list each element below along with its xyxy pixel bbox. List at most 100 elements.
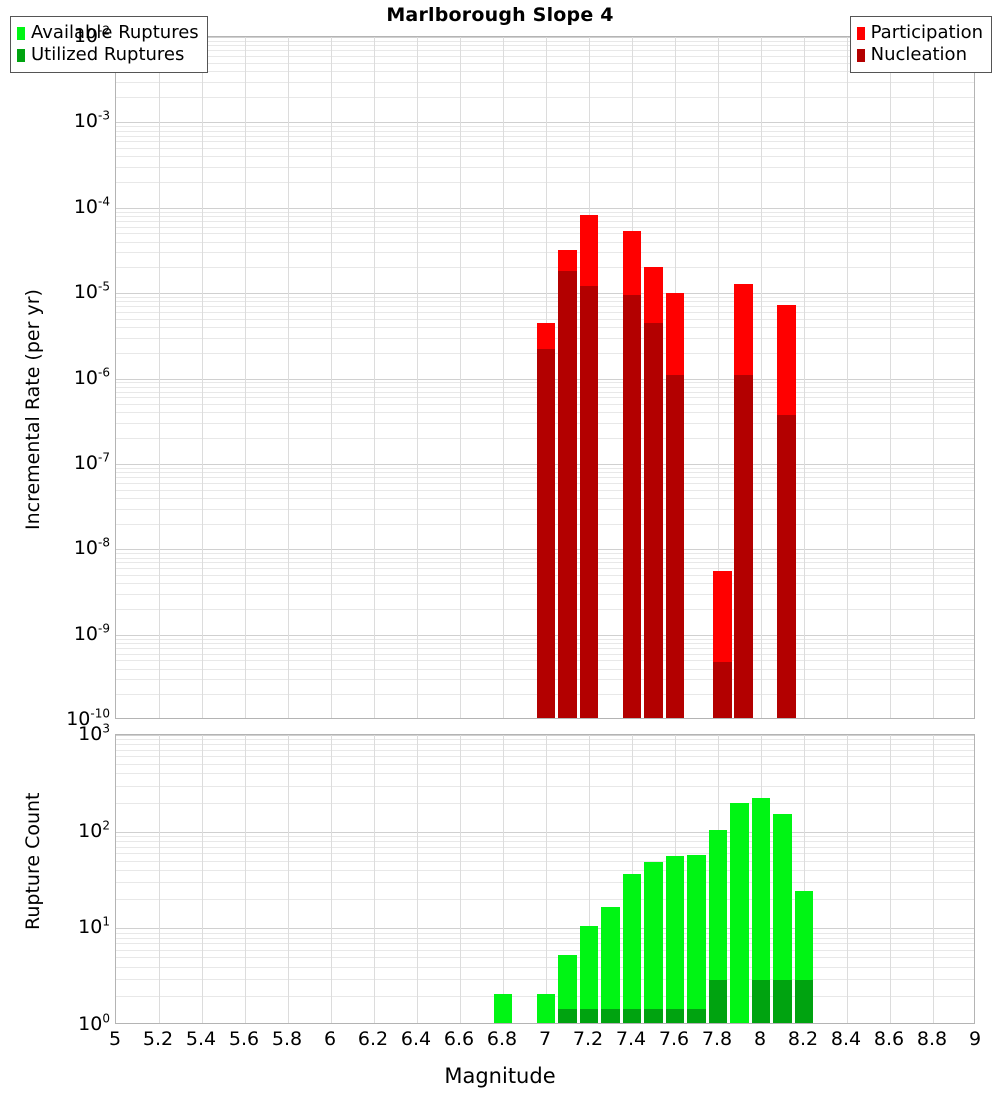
gridline-vertical <box>546 735 547 1023</box>
gridline-minor <box>116 744 974 746</box>
x-tick-label: 7.4 <box>615 1028 647 1050</box>
gridline-minor <box>116 156 974 158</box>
available-segment <box>601 906 620 1009</box>
legend-swatch-icon <box>17 48 25 62</box>
top-y-axis-title: Incremental Rate (per yr) <box>22 289 44 530</box>
gridline-vertical <box>933 735 934 1023</box>
gridline-vertical <box>417 37 418 718</box>
utilized-segment <box>601 1009 620 1023</box>
gridline-vertical <box>331 37 332 718</box>
bottom-plot-area <box>116 735 974 1023</box>
bar-bottom <box>687 854 706 1023</box>
x-tick-label: 5.8 <box>271 1028 303 1050</box>
available-segment <box>773 813 792 980</box>
x-tick-label: 5.6 <box>228 1028 260 1050</box>
x-tick-label: 5.4 <box>185 1028 217 1050</box>
gridline-minor <box>116 141 974 143</box>
nucleation-segment <box>777 415 797 718</box>
gridline-minor <box>116 216 974 218</box>
x-tick-label: 6.6 <box>443 1028 475 1050</box>
nucleation-segment <box>712 662 732 718</box>
bar-top <box>777 305 797 718</box>
legend-label: Utilized Ruptures <box>31 44 185 65</box>
bar-bottom <box>708 830 728 1023</box>
available-segment <box>644 862 663 1009</box>
bar-bottom <box>665 855 685 1023</box>
utilized-segment <box>751 979 771 1023</box>
available-segment <box>558 955 577 1009</box>
bar-bottom <box>493 993 513 1023</box>
gridline-minor <box>116 785 974 787</box>
bar-bottom <box>644 862 663 1023</box>
utilized-segment <box>687 1009 706 1023</box>
available-segment <box>794 891 814 980</box>
gridline-minor <box>116 836 974 838</box>
utilized-segment <box>794 979 814 1023</box>
legend-swatch-icon <box>856 48 865 62</box>
gridline-vertical <box>804 735 805 1023</box>
gridline-minor <box>116 45 974 47</box>
y-tick-label: 10-3 <box>73 109 110 133</box>
bar-bottom <box>622 873 642 1023</box>
participation-segment <box>777 305 797 416</box>
legend-entry: Utilized Ruptures <box>17 44 199 66</box>
gridline-major <box>116 207 974 209</box>
utilized-segment <box>622 1009 642 1023</box>
bar-top <box>558 250 577 718</box>
gridline-minor <box>116 62 974 64</box>
gridline-minor <box>116 267 974 269</box>
gridline-vertical <box>589 735 590 1023</box>
gridline-vertical <box>374 735 375 1023</box>
y-tick-label: 10-5 <box>73 279 110 304</box>
gridline-minor <box>116 841 974 843</box>
y-tick-label: 10-10 <box>66 706 110 730</box>
x-axis-title: Magnitude <box>444 1064 556 1088</box>
gridline-vertical <box>331 735 332 1023</box>
gridline-minor <box>116 846 974 848</box>
utilized-segment <box>773 979 792 1023</box>
gridline-vertical <box>288 735 289 1023</box>
legend-label: Participation <box>870 22 983 43</box>
y-tick-label: 10-7 <box>73 450 110 474</box>
bar-bottom <box>751 797 771 1023</box>
available-segment <box>622 873 642 1009</box>
bar-top <box>622 231 642 718</box>
nucleation-segment <box>665 374 685 718</box>
gridline-minor <box>116 220 974 222</box>
gridline-minor <box>116 96 974 98</box>
gridline-minor <box>116 312 974 314</box>
gridline-minor <box>116 949 974 951</box>
gridline-major <box>116 37 974 38</box>
gridline-vertical <box>503 735 504 1023</box>
gridline-minor <box>116 756 974 758</box>
participation-segment <box>712 570 732 663</box>
x-tick-label: 7.8 <box>701 1028 733 1050</box>
gridline-vertical <box>460 37 461 718</box>
gridline-minor <box>116 306 974 308</box>
legend-bottom: Available Ruptures Utilized Ruptures <box>10 16 208 73</box>
gridline-minor <box>116 899 974 901</box>
participation-segment <box>734 284 754 375</box>
x-tick-label: 7.2 <box>572 1028 604 1050</box>
nucleation-segment <box>644 323 663 718</box>
gridline-vertical <box>374 37 375 718</box>
gridline-vertical <box>761 37 762 718</box>
available-segment <box>665 855 685 1009</box>
legend-label: Available Ruptures <box>31 22 199 43</box>
participation-segment <box>558 250 577 272</box>
nucleation-segment <box>622 295 642 718</box>
x-tick-label: 6.4 <box>400 1028 432 1050</box>
gridline-vertical <box>890 735 891 1023</box>
gridline-minor <box>116 966 974 968</box>
x-tick-label: 9 <box>968 1028 982 1050</box>
x-tick-label: 6.2 <box>357 1028 389 1050</box>
legend-swatch-icon <box>17 26 25 40</box>
gridline-minor <box>116 252 974 254</box>
gridline-minor <box>116 749 974 751</box>
gridline-vertical <box>804 37 805 718</box>
gridline-minor <box>116 182 974 184</box>
legend-top: Participation Nucleation <box>849 16 992 73</box>
gridline-minor <box>116 301 974 303</box>
gridline-minor <box>116 233 974 235</box>
